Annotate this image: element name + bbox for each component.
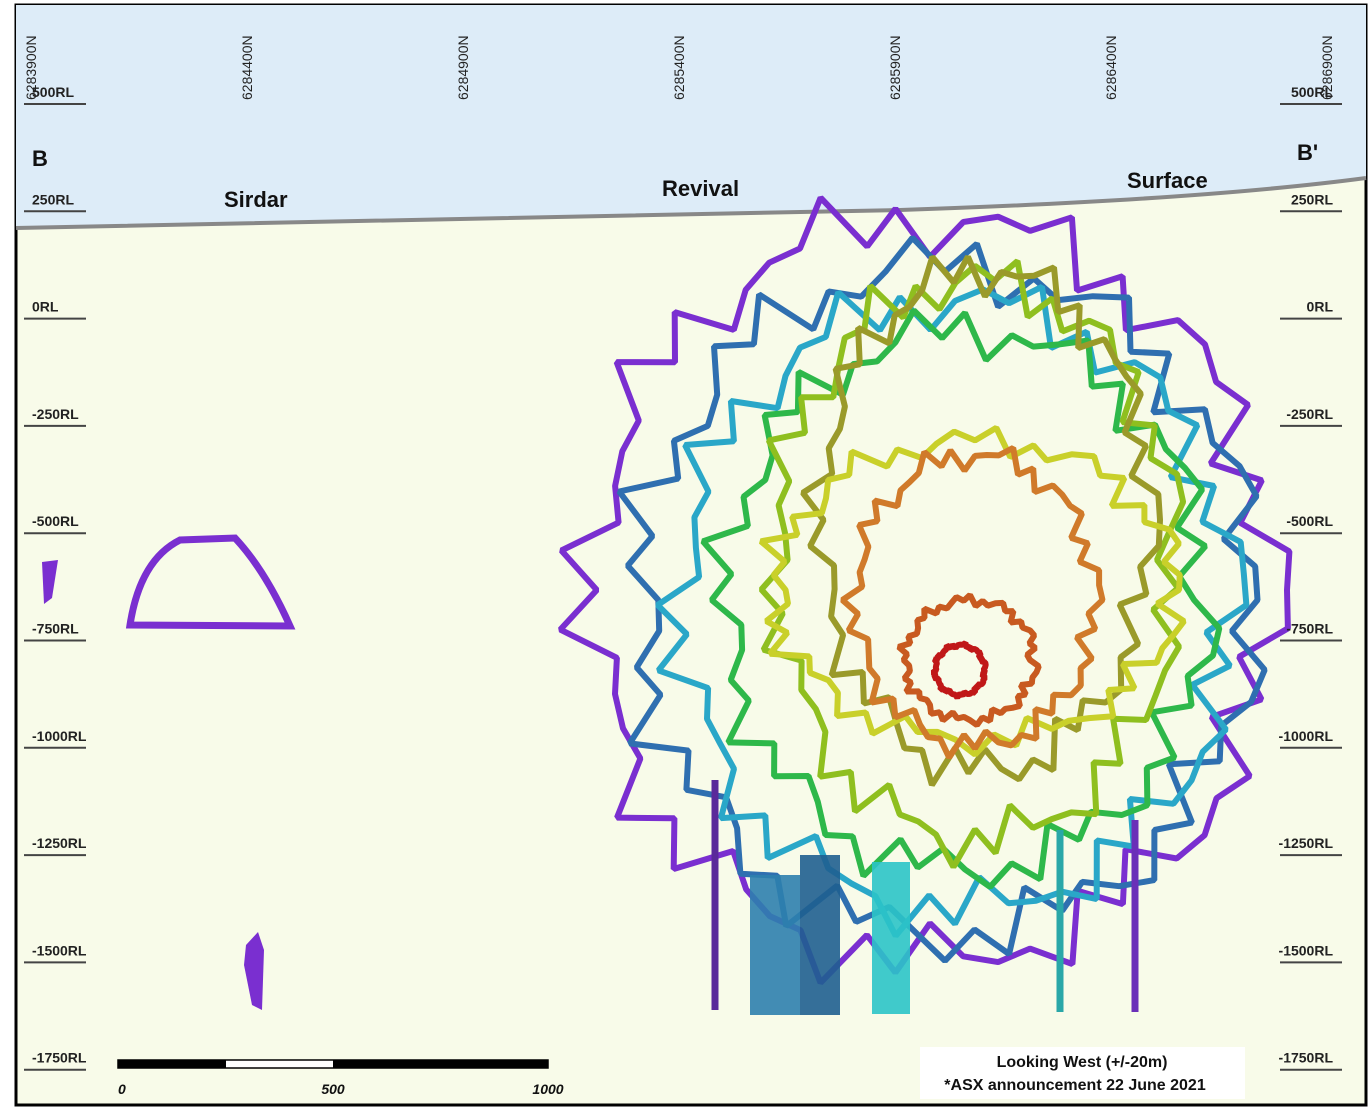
scale-label: 500 [321, 1081, 345, 1097]
sirdar-body [244, 932, 264, 1010]
surface-line [15, 176, 1367, 230]
rl-label: -500RL [32, 513, 79, 529]
caption: Looking West (+/-20m) [997, 1054, 1168, 1071]
northing-label: 6284900N [455, 35, 471, 100]
rl-label: -500RL [1286, 513, 1333, 529]
sirdar-body [42, 560, 58, 604]
rl-label: -250RL [32, 406, 79, 422]
pipe [800, 855, 840, 1015]
contour [896, 592, 1042, 728]
rl-label: -1250RL [1279, 835, 1334, 851]
scale-label: 1000 [532, 1081, 563, 1097]
contours [42, 195, 1293, 1015]
northing-label: 6285400N [671, 35, 687, 100]
rl-label: 500RL [32, 84, 74, 100]
northing-label: 6285900N [887, 35, 903, 100]
rl-label: 500RL [1291, 84, 1333, 100]
caption: *ASX announcement 22 June 2021 [944, 1077, 1206, 1094]
rl-label: -1750RL [1279, 1050, 1334, 1066]
rl-label: 250RL [1291, 191, 1333, 207]
rl-label: -750RL [1286, 621, 1333, 637]
northing-label: 6286900N [1319, 35, 1335, 100]
sky [16, 5, 1366, 228]
sirdar-body [125, 534, 296, 630]
contour [759, 258, 1187, 869]
rl-label: 250RL [32, 191, 74, 207]
contour [840, 445, 1106, 760]
rl-label: -1750RL [32, 1050, 87, 1066]
rl-label: -1250RL [32, 835, 87, 851]
rl-label: -250RL [1286, 406, 1333, 422]
rl-label: 0RL [1307, 299, 1334, 315]
section-label: B [32, 146, 48, 171]
northing-label: 6286400N [1103, 35, 1119, 100]
rl-label: 0RL [32, 299, 59, 315]
pipe [750, 875, 800, 1015]
caption-box [920, 1047, 1245, 1099]
contour [700, 308, 1223, 890]
section-label: B' [1297, 140, 1318, 165]
place-label: Revival [662, 176, 739, 201]
northing-label: 6284400N [239, 35, 255, 100]
northing-label: 6283900N [23, 35, 39, 100]
scale-bar [117, 1059, 549, 1069]
place-label: Surface [1127, 168, 1208, 193]
rl-label: -1500RL [1279, 942, 1334, 958]
rl-label: -1000RL [1279, 728, 1334, 744]
rl-label: -1500RL [32, 942, 87, 958]
scale-label: 0 [118, 1081, 126, 1097]
pipe [872, 862, 910, 1014]
place-label: Sirdar [224, 187, 288, 212]
contour [758, 425, 1187, 757]
contour [930, 640, 989, 700]
rl-label: -1000RL [32, 728, 87, 744]
rl-label: -750RL [32, 621, 79, 637]
